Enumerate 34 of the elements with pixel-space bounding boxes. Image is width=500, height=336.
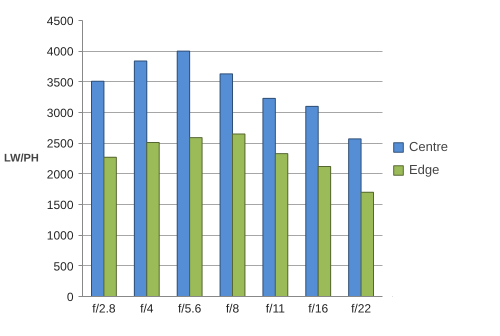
bar [318,166,332,296]
bar [232,133,246,296]
y-tick-label: 2500 [46,136,74,151]
bar [305,106,319,296]
y-tick-label: 3000 [46,106,74,120]
bar [103,156,117,296]
bar [91,80,104,296]
bar [274,153,288,296]
x-tick-label: f/22 [351,302,372,316]
bar [360,192,374,296]
legend-label: Centre [409,139,448,154]
x-tick-label: f/2.8 [92,302,116,316]
y-tick-label: 500 [53,259,74,274]
y-tick-label: 4500 [46,14,74,28]
x-tick-label: f/5.6 [178,302,202,316]
y-tick-label: 1500 [46,198,74,212]
bar [134,60,148,296]
y-tick-label: 4000 [46,44,74,59]
bar [348,138,362,296]
bar [220,73,233,296]
y-tick-label: 2000 [46,167,74,182]
x-tick-label: f/4 [140,302,154,316]
y-tick-label: 1000 [46,228,74,243]
x-tick-label: f/11 [266,302,286,316]
bar [262,98,276,296]
x-tick-label: f/16 [308,302,329,316]
y-tick-label: 3500 [46,75,74,90]
legend-label: Edge [409,162,440,177]
y-tick-label: 0 [66,290,74,304]
x-tick-label: f/8 [226,302,240,316]
bar [189,137,203,296]
y-axis-title: LW/PH [4,152,39,164]
bar [176,50,190,296]
bar [146,142,160,296]
